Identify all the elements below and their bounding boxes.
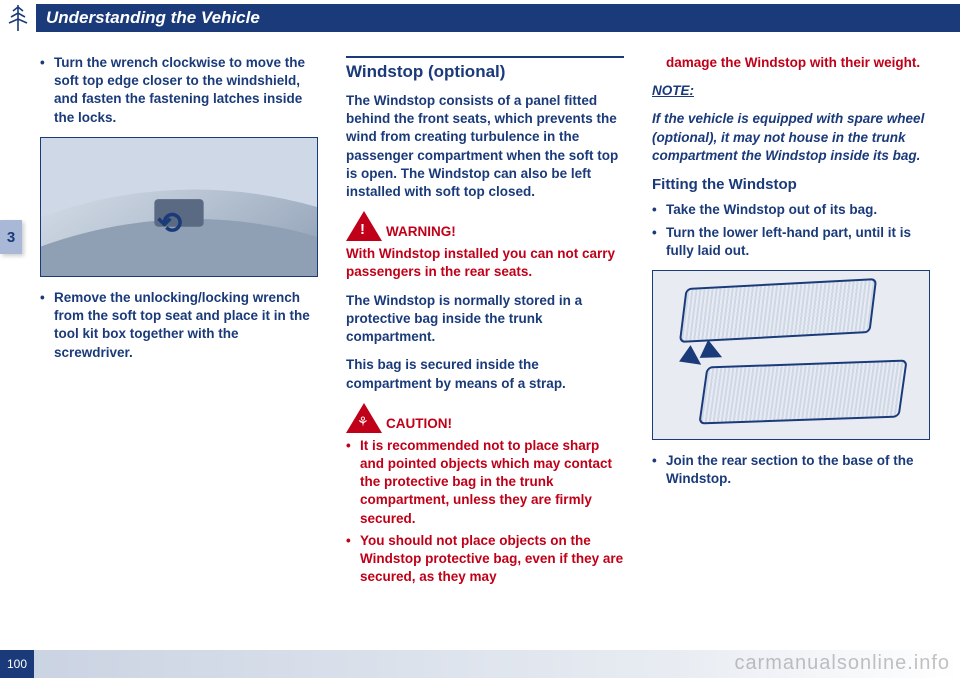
body-text: The Windstop is normally stored in a pro… — [346, 292, 624, 347]
section-heading: Windstop (optional) — [346, 56, 624, 84]
warning-block: WARNING! — [346, 211, 624, 241]
illustration-soft-top: ⟲ — [40, 137, 318, 277]
watermark-text: carmanualsonline.info — [734, 652, 950, 675]
windstop-panel-open — [698, 360, 907, 425]
note-body: If the vehicle is equipped with spare wh… — [652, 110, 930, 165]
section-title: Understanding the Vehicle — [46, 8, 260, 28]
page-footer: 100 carmanualsonline.info — [0, 650, 960, 678]
warning-triangle-icon — [346, 211, 382, 241]
caution-block: CAUTION! — [346, 403, 624, 433]
caution-item: It is recommended not to place sharp and… — [346, 437, 624, 528]
windstop-panel-folded — [679, 278, 877, 343]
bullet-item: Turn the wrench clockwise to move the so… — [40, 54, 318, 127]
body-text: This bag is secured inside the compartme… — [346, 356, 624, 392]
warning-text: With Windstop installed you can not carr… — [346, 245, 624, 281]
column-3: damage the Windstop with their weight. N… — [652, 54, 930, 650]
bullet-item: Take the Windstop out of its bag. — [652, 201, 930, 219]
motion-arrow-icon — [700, 340, 727, 367]
header-bar: Understanding the Vehicle — [36, 4, 960, 32]
column-2: Windstop (optional) The Windstop consist… — [346, 54, 624, 650]
brand-logo-icon — [0, 0, 36, 36]
bullet-item: Remove the unlocking/locking wrench from… — [40, 289, 318, 362]
caution-triangle-icon — [346, 403, 382, 433]
warning-label: WARNING! — [386, 223, 456, 241]
caution-item: You should not place objects on the Wind… — [346, 532, 624, 587]
body-text: The Windstop consists of a panel fitted … — [346, 92, 624, 201]
bullet-item: Join the rear section to the base of the… — [652, 452, 930, 488]
illustration-windstop — [652, 270, 930, 440]
note-label: NOTE: — [652, 82, 930, 100]
page-number: 100 — [0, 650, 34, 678]
content-area: Turn the wrench clockwise to move the so… — [0, 36, 960, 650]
caution-label: CAUTION! — [386, 415, 452, 433]
rotation-arrow-icon: ⟲ — [157, 204, 182, 245]
bullet-item: Turn the lower left-hand part, until it … — [652, 224, 930, 260]
subsection-heading: Fitting the Windstop — [652, 175, 930, 195]
column-1: Turn the wrench clockwise to move the so… — [40, 54, 318, 650]
page-header: Understanding the Vehicle — [0, 0, 960, 36]
caution-continuation: damage the Windstop with their weight. — [652, 54, 930, 72]
chapter-tab: 3 — [0, 220, 22, 254]
